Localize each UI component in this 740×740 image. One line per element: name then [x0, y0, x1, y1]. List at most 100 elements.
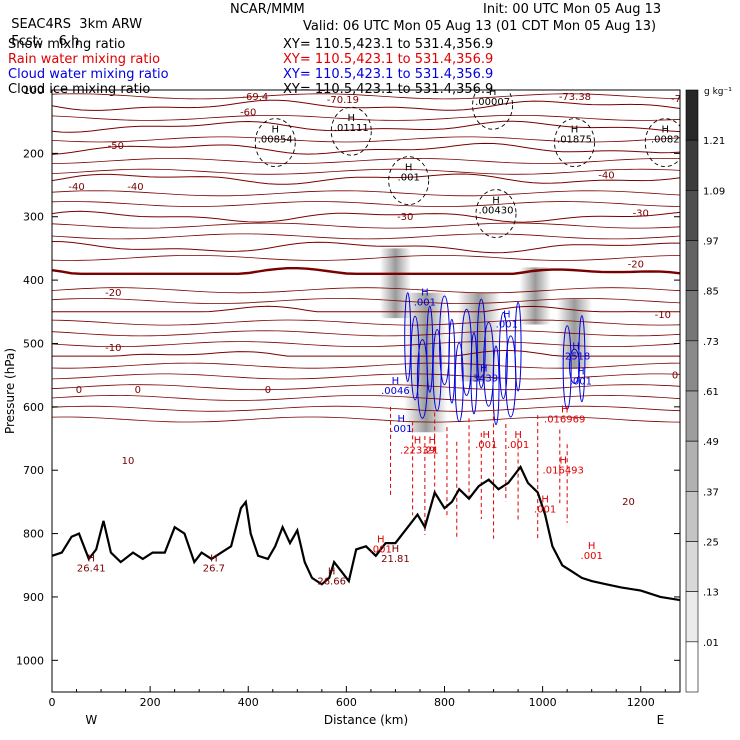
ice-maximum-value: .0082	[651, 135, 680, 146]
cloud-water-maximum-value: .3439	[469, 373, 498, 384]
rain-maximum-value: .016969	[544, 415, 585, 426]
cloud-water-maximum-value: .001	[414, 297, 436, 308]
terrain-line	[52, 464, 680, 602]
ice-contour	[472, 90, 514, 130]
rain-maximum-marker: H	[482, 430, 490, 441]
isotherm-line	[52, 298, 680, 305]
colorbar-label: .01	[703, 638, 719, 649]
cloud-water-maximum-marker: H	[572, 341, 580, 352]
isotherm-line	[52, 305, 680, 313]
minimum-value: -74.45	[671, 94, 703, 105]
rain-maximum-marker: H	[559, 455, 567, 466]
colorbar-label: .61	[703, 387, 719, 398]
legend-label: Snow mixing ratio	[8, 37, 126, 52]
cloud-water-maximum-value: .2518	[562, 351, 591, 362]
isotherm-label: -60	[240, 107, 256, 118]
init-time: Init: 00 UTC Mon 05 Aug 13	[483, 2, 662, 17]
y-tick-label: 500	[23, 337, 44, 350]
cloud-water-contour	[498, 311, 508, 400]
rain-maximum-marker: H	[588, 541, 596, 552]
cloud-water-contour	[514, 301, 522, 392]
ground-maximum-value: 26.66	[317, 576, 346, 587]
y-tick-label: 400	[23, 274, 44, 287]
rain-maximum-marker: H	[414, 436, 422, 447]
y-axis-title: Pressure (hPa)	[3, 348, 17, 434]
ice-contour	[554, 118, 595, 168]
isotherm-line	[52, 120, 680, 133]
colorbar-cell	[685, 591, 699, 643]
isotherm-line	[52, 341, 680, 347]
ground-maximum-marker: H	[210, 554, 218, 565]
minimum-marker: L	[319, 81, 326, 94]
y-tick-label: 900	[23, 591, 44, 604]
x-axis-title: Distance (km)	[324, 713, 408, 727]
minimum-marker: L	[234, 78, 241, 91]
ice-contour	[254, 118, 296, 168]
rain-maximum-value: .001	[507, 440, 529, 451]
ice-contour	[330, 106, 372, 156]
rain-maximum-value: .001	[370, 545, 392, 556]
x-end-label-west: W	[85, 713, 97, 727]
cloud-water-contour	[448, 318, 456, 404]
isotherm-label: -20	[628, 259, 644, 270]
y-tick-label: 800	[23, 528, 44, 541]
forecast-label: Fcst:	[11, 34, 43, 49]
colorbar-cell	[685, 340, 699, 392]
colorbar-cell	[685, 440, 699, 492]
isotherm-line	[52, 416, 680, 423]
y-tick-label: 300	[23, 211, 44, 224]
ground-maximum-value: 26.7	[203, 564, 225, 575]
colorbar-cell	[685, 89, 699, 141]
colorbar-cell	[685, 541, 699, 592]
cloud-water-contour	[476, 298, 486, 389]
isotherm-line	[52, 287, 680, 294]
isotherm-line	[52, 362, 680, 369]
isotherm-label: -40	[598, 171, 614, 182]
shading-blob	[379, 248, 412, 319]
isotherm-label: 0	[76, 385, 82, 396]
center-name: NCAR/MMM	[230, 2, 305, 17]
colorbar-cell	[685, 641, 699, 693]
colorbar-cell	[685, 491, 699, 542]
isotherm-line	[52, 319, 680, 326]
isotherm-line	[52, 384, 680, 391]
legend-label: Rain water mixing ratio	[8, 52, 161, 67]
model-resolution: 3km ARW	[79, 17, 143, 32]
isotherm-label: 0	[265, 385, 271, 396]
cloud-water-contour	[426, 305, 434, 393]
cloud-water-maximum-marker: H	[577, 367, 585, 378]
rain-maximum-value: 21	[426, 446, 439, 457]
isotherm-line	[52, 93, 680, 100]
isotherm-label: -10	[655, 310, 671, 321]
rain-maximum-value: .016493	[543, 465, 584, 476]
ground-maximum-value: 21.81	[381, 554, 410, 565]
cloud-water-maximum-value: .001	[496, 320, 518, 331]
ice-maximum-value: .01875	[557, 135, 592, 146]
ice-maximum-marker: H	[571, 125, 579, 136]
shading-blob	[519, 267, 551, 325]
ground-maximum-marker: H	[392, 544, 400, 555]
ice-contour	[475, 189, 517, 239]
ground-maximum-value: 26.41	[77, 564, 106, 575]
isotherm-line	[52, 136, 680, 143]
colorbar-label: .25	[703, 538, 719, 549]
minimum-value: -69.4	[242, 92, 268, 103]
isotherm-label: -30	[633, 209, 649, 220]
cloud-water-maximum-marker: H	[398, 414, 406, 425]
cloud-water-contour	[492, 345, 500, 426]
rain-maximum-marker: H	[541, 495, 549, 506]
isotherm-line	[52, 201, 680, 207]
forecast-hour: Fcst: 6 h	[3, 19, 79, 49]
isotherm-line	[52, 168, 680, 175]
isotherm-label: -20	[105, 288, 121, 299]
cloud-water-contour	[569, 348, 581, 384]
legend-xy: XY= 110.5,423.1 to 531.4,356.9	[283, 67, 494, 82]
x-tick-label: 400	[238, 696, 259, 709]
cloud-water-maximum-value: .0046	[381, 386, 410, 397]
isotherm-line	[52, 222, 680, 229]
x-tick-label: 800	[434, 696, 455, 709]
colorbar-label: 1.09	[703, 186, 725, 197]
isotherm-line	[52, 173, 680, 185]
x-tick-label: 600	[336, 696, 357, 709]
isotherm-label: -50	[108, 141, 124, 152]
